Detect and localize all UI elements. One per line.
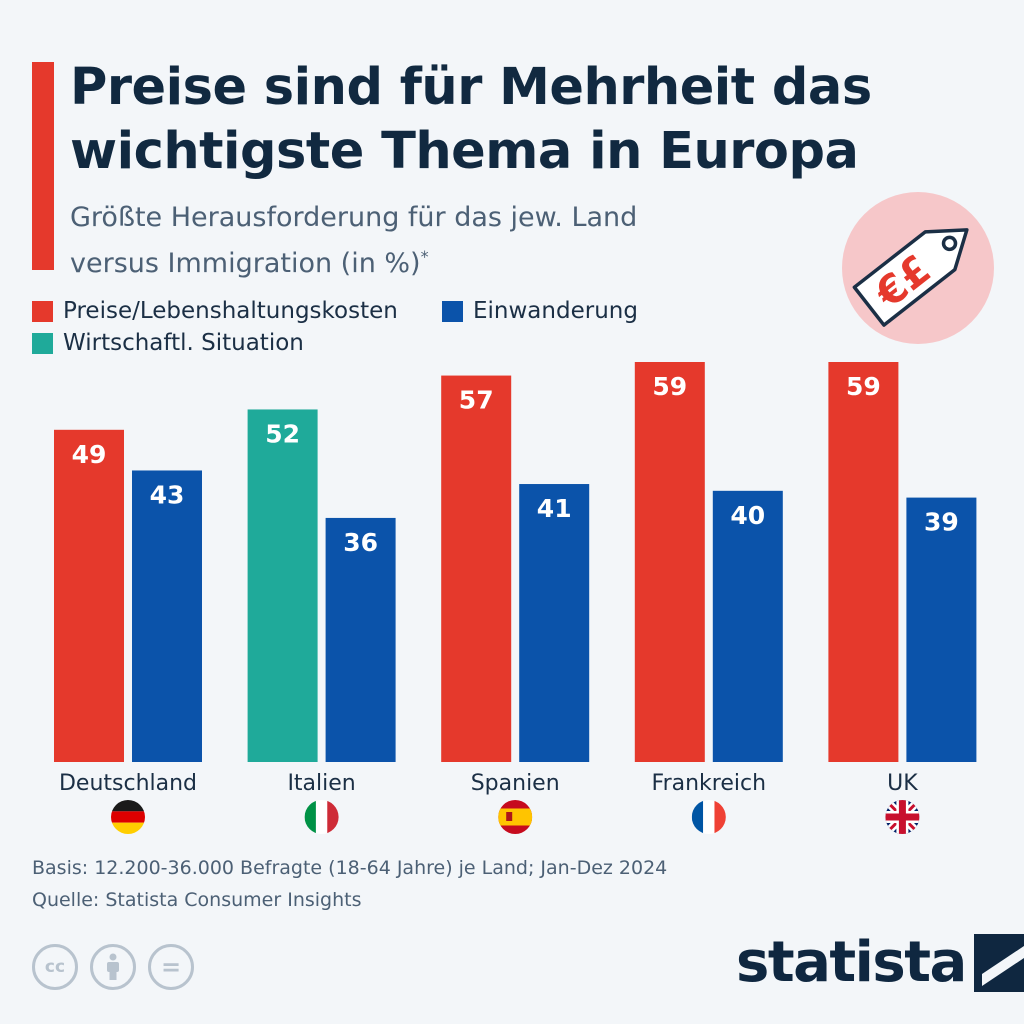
x-label-italien: Italien xyxy=(287,771,355,796)
legend-label-preise: Preise/Lebenshaltungskosten xyxy=(63,298,398,324)
person-glyph xyxy=(107,953,119,980)
legend-label-einwanderung: Einwanderung xyxy=(473,298,638,324)
no-derivatives-icon[interactable]: = xyxy=(148,944,194,990)
statista-wordmark: statista xyxy=(736,930,967,995)
legend-item-preise: Preise/Lebenshaltungskosten xyxy=(32,298,398,324)
title-accent-bar xyxy=(32,62,54,270)
chart-title: Preise sind für Mehrheit das wichtigste … xyxy=(70,58,872,181)
bar-italien-primary xyxy=(247,409,318,762)
data-label-italien-0: 52 xyxy=(265,419,300,448)
data-label-spanien-1: 41 xyxy=(537,494,572,523)
bar-italien-einwanderung xyxy=(325,517,396,762)
no-derivatives-icon-label: = xyxy=(160,953,182,981)
x-label-spanien: Spanien xyxy=(471,771,560,796)
bar-frankreich-einwanderung xyxy=(712,490,783,762)
uk-flag-icon xyxy=(885,800,920,834)
bar-uk-einwanderung xyxy=(906,497,977,762)
price-tag-icon: €£ xyxy=(842,192,994,344)
attribution-icon[interactable] xyxy=(90,944,136,990)
legend-swatch-wirtschaft xyxy=(32,332,53,354)
cc-icon[interactable]: cc xyxy=(32,944,78,990)
legend-item-wirtschaft: Wirtschaftl. Situation xyxy=(32,330,304,356)
statista-logo[interactable]: statista xyxy=(736,930,1024,995)
france-flag-icon xyxy=(691,800,726,834)
statista-logo-icon xyxy=(973,933,1024,992)
cc-icon-label: cc xyxy=(44,957,66,977)
x-label-deutschland: Deutschland xyxy=(59,771,197,796)
x-label-frankreich: Frankreich xyxy=(652,771,767,796)
license-icons: cc = xyxy=(32,944,194,990)
data-label-italien-1: 36 xyxy=(343,528,378,557)
subtitle-footnote-marker: * xyxy=(420,247,429,266)
legend-label-wirtschaft: Wirtschaftl. Situation xyxy=(63,330,304,356)
bar-deutschland-primary xyxy=(54,429,124,762)
bar-uk-primary xyxy=(828,362,899,762)
legend-swatch-preise xyxy=(32,300,53,322)
germany-flag-icon xyxy=(111,800,145,834)
data-label-uk-0: 59 xyxy=(846,372,881,401)
subtitle-text: Größte Herausforderung für das jew. Land… xyxy=(70,202,638,279)
bar-spanien-primary xyxy=(441,375,512,762)
source-note: Quelle: Statista Consumer Insights xyxy=(32,889,362,911)
spain-flag-icon xyxy=(498,800,533,834)
chart-footnote: Basis: 12.200-36.000 Befragte (18-64 Jah… xyxy=(32,852,667,916)
data-label-frankreich-1: 40 xyxy=(730,501,765,530)
legend-swatch-einwanderung xyxy=(442,300,463,322)
x-label-uk: UK xyxy=(887,771,918,796)
data-label-spanien-0: 57 xyxy=(459,386,494,415)
bar-deutschland-einwanderung xyxy=(132,470,202,762)
chart-subtitle: Größte Herausforderung für das jew. Land… xyxy=(70,198,710,283)
italy-flag-icon xyxy=(304,800,339,834)
basis-note: Basis: 12.200-36.000 Befragte (18-64 Jah… xyxy=(32,857,668,879)
data-label-deutschland-0: 49 xyxy=(72,440,107,469)
legend-item-einwanderung: Einwanderung xyxy=(442,298,638,324)
bar-frankreich-primary xyxy=(634,362,705,762)
bar-spanien-einwanderung xyxy=(519,484,590,762)
data-label-uk-1: 39 xyxy=(924,508,959,537)
data-label-frankreich-0: 59 xyxy=(652,372,687,401)
data-label-deutschland-1: 43 xyxy=(150,480,185,509)
